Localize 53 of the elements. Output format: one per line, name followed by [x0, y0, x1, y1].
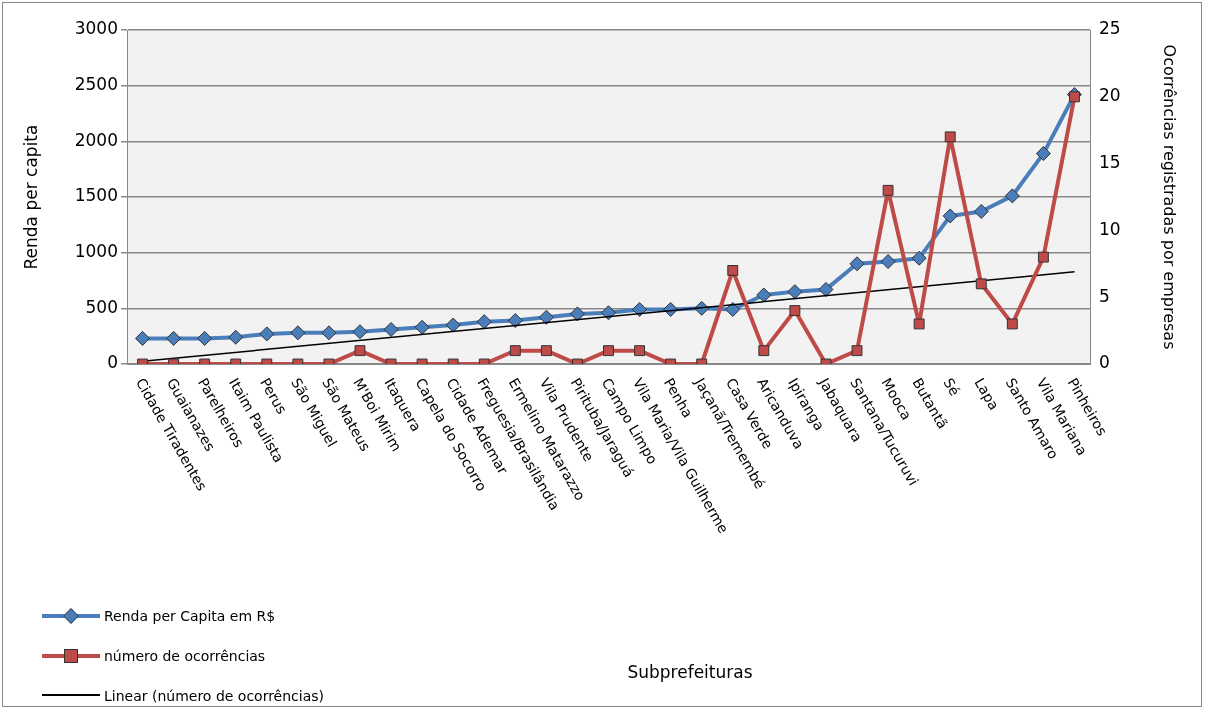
y2-tick-label: 25 — [1099, 18, 1121, 39]
point — [1035, 146, 1051, 162]
y-tick-label: 1000 — [74, 241, 118, 262]
y2-tick-label: 5 — [1099, 285, 1110, 306]
point — [787, 284, 803, 300]
point — [725, 301, 741, 317]
point — [259, 326, 275, 342]
point — [849, 256, 865, 272]
legend-label: Linear (número de ocorrências) — [104, 688, 325, 704]
point — [601, 305, 616, 321]
point — [321, 325, 337, 341]
point — [944, 131, 956, 143]
y2-tick-label: 0 — [1099, 352, 1110, 373]
y-tick-label: 1500 — [74, 185, 118, 206]
point — [507, 313, 523, 329]
point — [290, 325, 306, 341]
point — [228, 329, 244, 345]
point — [166, 330, 182, 346]
point — [1069, 91, 1080, 103]
point — [383, 321, 399, 337]
y-tick-label: 500 — [85, 296, 118, 317]
point — [197, 330, 213, 346]
point — [818, 281, 834, 297]
point — [1037, 251, 1049, 263]
point — [445, 317, 461, 333]
point — [1004, 188, 1020, 204]
point — [414, 319, 430, 335]
legend-label: Renda per Capita em R$ — [104, 608, 276, 624]
point — [476, 314, 492, 330]
point — [880, 254, 896, 270]
point — [942, 208, 958, 224]
point — [882, 184, 894, 196]
point — [975, 278, 987, 290]
point — [135, 330, 151, 346]
point — [538, 309, 554, 325]
y2-tick-label: 15 — [1099, 152, 1121, 173]
legend-label: número de ocorrências — [104, 648, 266, 664]
point — [911, 250, 927, 266]
point — [352, 324, 368, 340]
y-tick-label: 2500 — [74, 74, 118, 95]
y-tick-label: 3000 — [74, 18, 118, 39]
y2-tick-label: 10 — [1099, 218, 1121, 239]
y-axis-title: Renda per capita — [20, 124, 41, 270]
y-tick-label: 0 — [107, 352, 118, 373]
point — [632, 301, 648, 317]
point — [727, 265, 739, 276]
y2-axis-title: Ocorrências registradas por empresas — [1160, 44, 1180, 350]
point — [973, 203, 989, 219]
point — [756, 287, 772, 303]
y2-tick-label: 20 — [1099, 85, 1121, 106]
text: Subprefeituras — [627, 662, 753, 682]
point — [569, 306, 585, 322]
y-tick-label: 2000 — [74, 129, 118, 150]
